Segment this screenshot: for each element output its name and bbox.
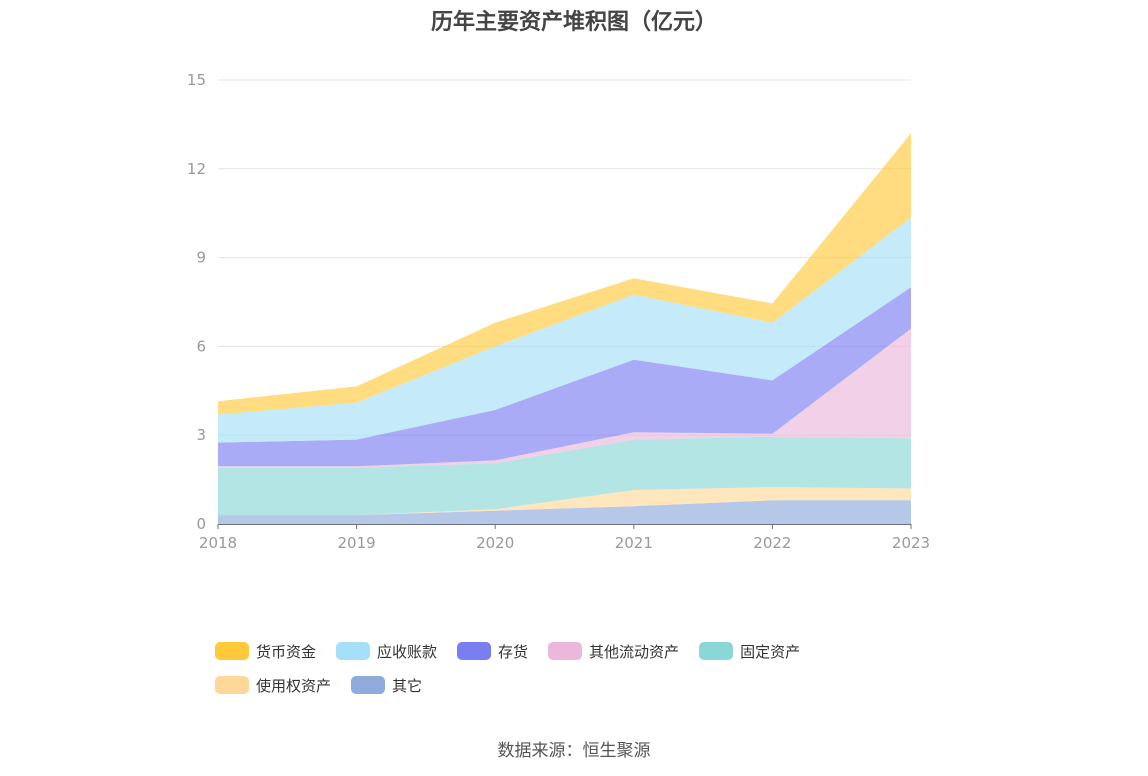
legend-label: 使用权资产: [256, 676, 332, 695]
legend-swatch: [215, 642, 249, 660]
legend-label: 货币资金: [256, 642, 317, 661]
legend-item[interactable]: 使用权资产: [215, 674, 331, 696]
legend-item[interactable]: 其他流动资产: [548, 640, 679, 662]
x-tick-label: 2021: [615, 534, 653, 552]
legend-item[interactable]: 应收账款: [336, 640, 437, 662]
legend-item[interactable]: 其它: [351, 674, 422, 696]
legend-swatch: [336, 642, 371, 660]
legend-label: 固定资产: [740, 642, 801, 661]
y-tick-label: 15: [187, 71, 206, 89]
legend-label: 其它: [392, 676, 423, 695]
chart-title: 历年主要资产堆积图（亿元）: [430, 10, 717, 35]
area-其它: [218, 500, 911, 524]
x-tick-label: 2018: [199, 534, 237, 552]
legend-label: 其他流动资产: [589, 642, 680, 661]
area-应收账款: [218, 217, 911, 443]
x-tick-label: 2023: [892, 534, 930, 552]
y-tick-label: 9: [196, 249, 206, 267]
chart-legend: 货币资金 应收账款 存货 其他流动资产 固定资产使用权资产 其它: [215, 640, 955, 696]
legend-item[interactable]: 货币资金: [215, 640, 316, 662]
y-tick-label: 3: [196, 426, 206, 444]
y-tick-label: 6: [196, 337, 206, 355]
stacked-area-chart: 0 3 6 9 12 15 2018 2019 2020 2021 2022 2023: [187, 71, 930, 552]
area-存货: [218, 287, 911, 467]
legend-label: 存货: [498, 642, 529, 661]
legend-swatch: [699, 642, 734, 660]
x-tick-label: 2019: [338, 534, 376, 552]
legend-swatch: [215, 676, 249, 694]
legend-swatch: [457, 642, 492, 660]
y-tick-label: 12: [187, 160, 206, 178]
legend-item[interactable]: 固定资产: [699, 640, 800, 662]
area-使用权资产: [218, 487, 911, 516]
legend-item[interactable]: 存货: [457, 640, 528, 662]
legend-swatch: [351, 676, 386, 694]
y-tick-label: 0: [196, 515, 206, 533]
x-tick-label: 2020: [476, 534, 514, 552]
area-固定资产: [218, 436, 911, 516]
legend-label: 应收账款: [377, 642, 438, 661]
x-tick-label: 2022: [753, 534, 791, 552]
legend-swatch: [548, 642, 583, 660]
data-source-note: 数据来源：恒生聚源: [497, 741, 651, 761]
